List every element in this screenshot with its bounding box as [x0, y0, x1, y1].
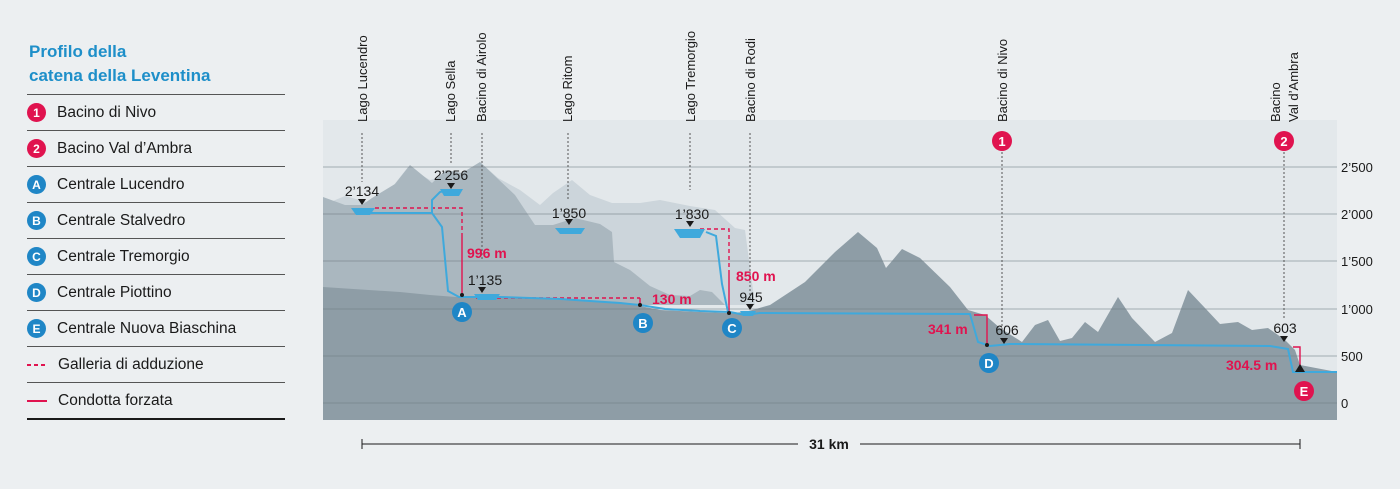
elevation-label: 603	[1273, 320, 1297, 336]
water-path	[355, 212, 1337, 373]
badge-2: 2	[27, 139, 46, 158]
top-label-val-ambra: Val d’Ambra	[1286, 51, 1301, 122]
lake-rodi	[740, 311, 756, 316]
legend-item-label: Condotta forzata	[58, 391, 173, 409]
legend-item-centrale-nuova-biaschina: E Centrale Nuova Biaschina	[27, 310, 285, 346]
badge-e: E	[27, 319, 46, 338]
legend-item-bacino-nivo: 1 Bacino di Nivo	[27, 94, 285, 130]
legend-title-line1: Profilo della	[29, 42, 127, 61]
distance-bar: 31 km	[361, 436, 1301, 452]
badge-2-circle	[1274, 131, 1294, 151]
elevation-markers	[358, 183, 1305, 372]
legend-item-centrale-tremorgio: C Centrale Tremorgio	[27, 238, 285, 274]
y-tick-label: 1’000	[1341, 302, 1373, 317]
distance-label: 31 km	[809, 436, 849, 452]
reservoir-badges: 1 2	[992, 131, 1294, 151]
mountain-near	[323, 232, 1337, 420]
legend-item-condotta: Condotta forzata	[27, 382, 285, 420]
top-labels: Lago Lucendro Lago Sella Bacino di Airol…	[355, 31, 1301, 122]
y-tick-label: 500	[1341, 349, 1363, 364]
legend-item-galleria: Galleria di adduzione	[27, 346, 285, 382]
dashed-line-icon	[27, 363, 47, 366]
drop-labels: 996 m 130 m 850 m 341 m 304.5 m	[467, 245, 1277, 373]
plant-badges: A B C D E	[452, 302, 1314, 401]
elevation-label: 945	[739, 289, 763, 305]
top-label-bacino: Bacino	[1268, 82, 1283, 122]
top-label-lago-sella: Lago Sella	[443, 60, 458, 122]
legend-title-line2: catena della Leventina	[29, 66, 211, 85]
top-label-bacino-rodi: Bacino di Rodi	[743, 38, 758, 122]
drop-label: 996 m	[467, 245, 507, 261]
legend-item-centrale-stalvedro: B Centrale Stalvedro	[27, 202, 285, 238]
elevation-label: 2’134	[345, 183, 379, 199]
legend-item-label: Bacino di Nivo	[57, 103, 157, 121]
reservoirs	[351, 189, 756, 316]
galleria-lines	[375, 207, 730, 299]
y-tick-label: 2’500	[1341, 160, 1373, 175]
plant-badge-e: E	[1300, 384, 1309, 399]
badge-d: D	[27, 283, 46, 302]
legend-item-label: Bacino Val d’Ambra	[57, 139, 192, 157]
drop-label: 850 m	[736, 268, 776, 284]
badge-b: B	[27, 211, 46, 230]
y-tick-label: 1’500	[1341, 254, 1373, 269]
y-tick-label: 0	[1341, 396, 1348, 411]
elevation-label: 1’830	[675, 206, 709, 222]
badge-1-label: 1	[998, 134, 1005, 149]
badge-a: A	[27, 175, 46, 194]
lake-lucendro	[351, 208, 375, 215]
y-tick-label: 2’000	[1341, 207, 1373, 222]
elevation-label: 1’135	[468, 272, 502, 288]
legend-item-label: Centrale Tremorgio	[57, 247, 190, 265]
badge-1-circle	[992, 131, 1012, 151]
plant-badge-b: B	[638, 316, 647, 331]
legend-item-label: Centrale Piottino	[57, 283, 172, 301]
lake-airolo	[474, 294, 500, 300]
legend-item-bacino-val-ambra: 2 Bacino Val d’Ambra	[27, 130, 285, 166]
legend-item-label: Centrale Lucendro	[57, 175, 185, 193]
lake-sella	[440, 189, 463, 196]
drop-label: 341 m	[928, 321, 968, 337]
lake-tremorgio	[674, 229, 705, 238]
legend-item-label: Centrale Nuova Biaschina	[57, 319, 237, 337]
elevation-label: 1’850	[552, 205, 586, 221]
plant-badge-c: C	[727, 321, 737, 336]
top-label-bacino-nivo: Bacino di Nivo	[995, 39, 1010, 122]
legend-item-label: Galleria di adduzione	[58, 355, 204, 373]
label-leaders	[361, 133, 1285, 336]
legend-item-centrale-lucendro: A Centrale Lucendro	[27, 166, 285, 202]
legend-item-centrale-piottino: D Centrale Piottino	[27, 274, 285, 310]
top-label-lago-ritom: Lago Ritom	[560, 56, 575, 122]
badge-1: 1	[27, 103, 46, 122]
solid-line-icon	[27, 399, 47, 402]
elevation-label: 606	[995, 322, 1019, 338]
mountain-mid	[323, 162, 725, 305]
legend: Profilo della catena della Leventina 1 Ba…	[27, 40, 285, 420]
top-label-lago-lucendro: Lago Lucendro	[355, 35, 370, 122]
plant-badge-d: D	[984, 356, 993, 371]
legend-title: Profilo della catena della Leventina	[29, 40, 285, 88]
elevation-label: 2’256	[434, 167, 468, 183]
plant-badge-a: A	[457, 305, 467, 320]
drop-label: 130 m	[652, 291, 692, 307]
top-label-lago-tremorgio: Lago Tremorgio	[683, 31, 698, 122]
drop-label: 304.5 m	[1226, 357, 1277, 373]
legend-item-label: Centrale Stalvedro	[57, 211, 186, 229]
lake-ritom	[555, 228, 585, 234]
gridlines	[323, 166, 1337, 404]
badge-c: C	[27, 247, 46, 266]
water-path-ritom	[705, 231, 729, 313]
top-label-bacino-airolo: Bacino di Airolo	[474, 32, 489, 122]
condotta-lines	[461, 235, 1301, 372]
elevation-labels: 2’134 2’256 1’850 1’830 1’135 945 606 60…	[345, 167, 1297, 338]
badge-2-label: 2	[1280, 134, 1287, 149]
y-axis: 2’500 2’000 1’500 1’000 500 0	[1341, 160, 1373, 411]
